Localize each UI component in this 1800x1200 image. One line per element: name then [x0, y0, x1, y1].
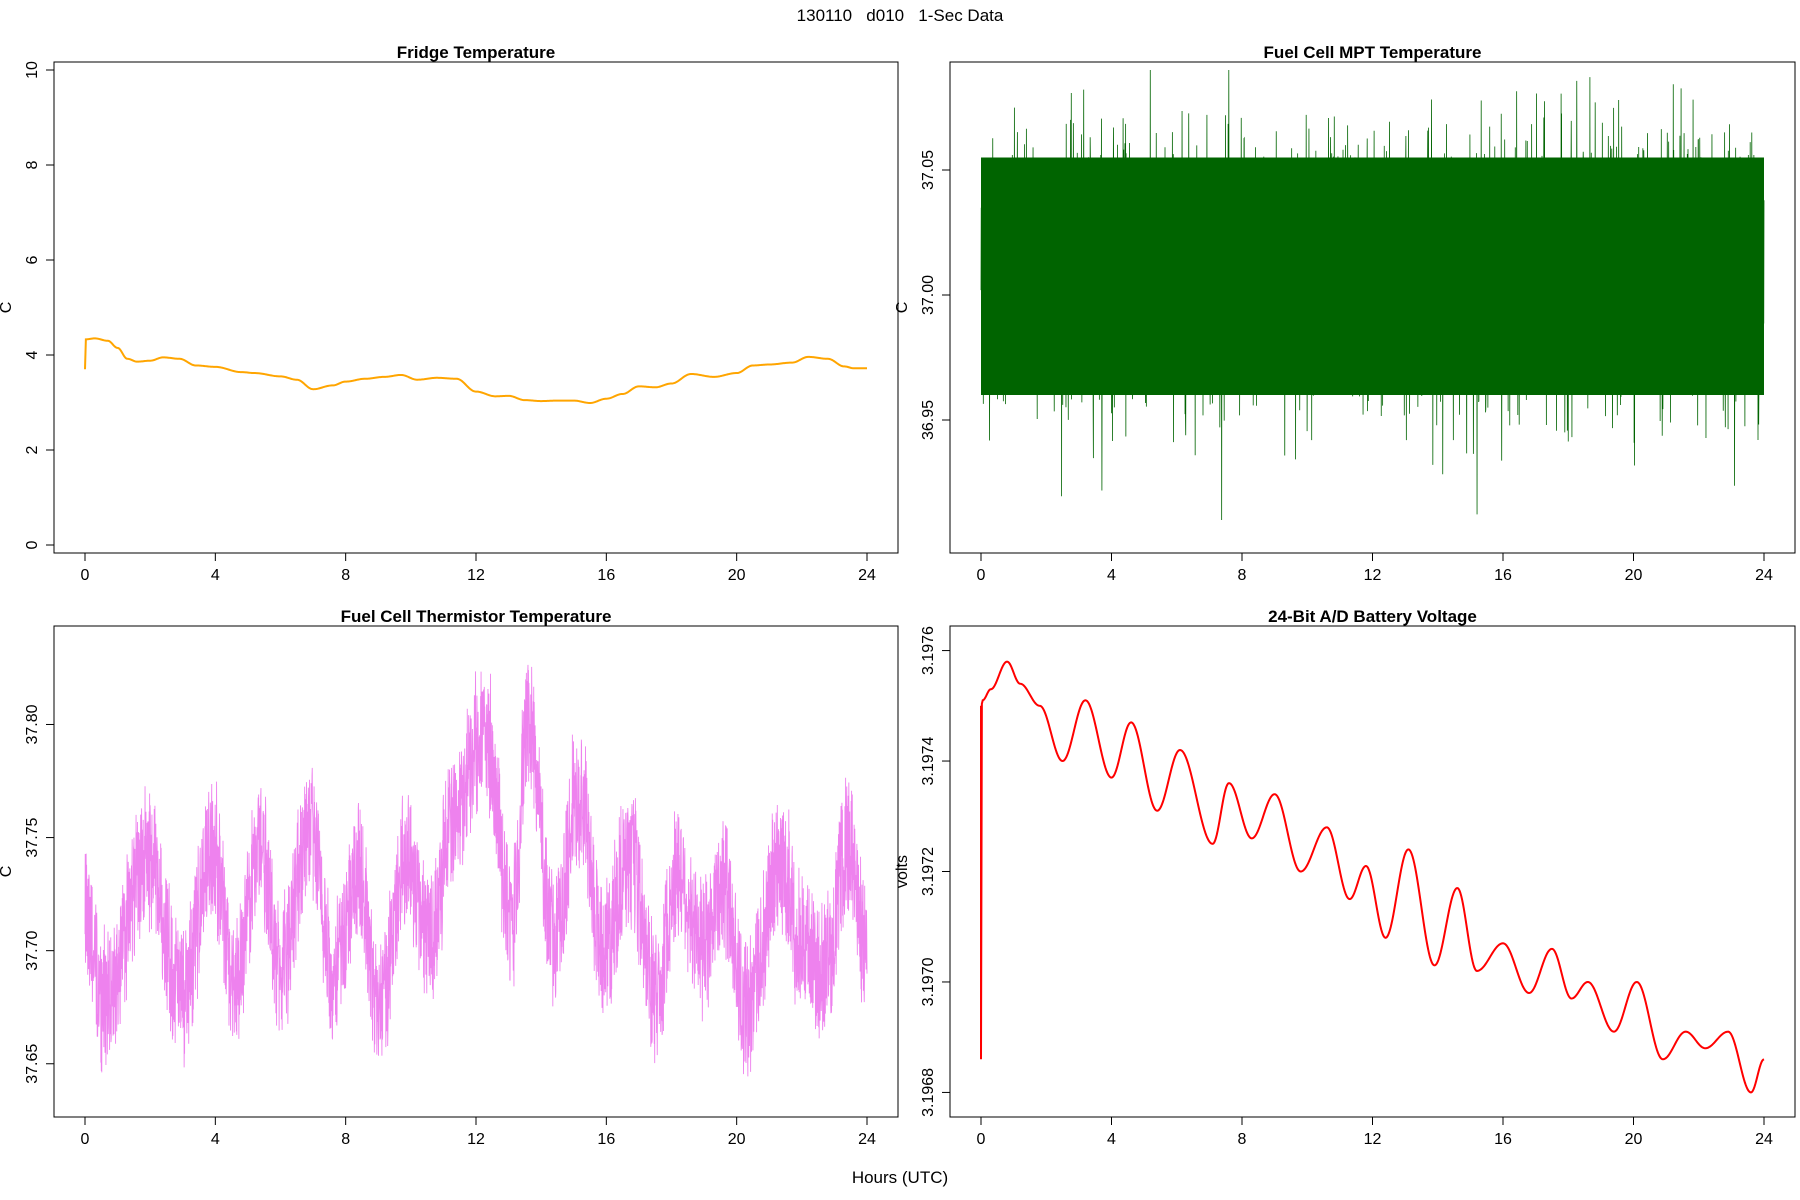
- series-line: [84, 337, 867, 404]
- y-tick-label: 8: [24, 160, 41, 169]
- x-tick-label: 16: [1494, 567, 1512, 584]
- figure-title: 130110 d010 1-Sec Data: [796, 6, 1004, 25]
- x-tick-label: 12: [1364, 567, 1382, 584]
- panel-4: 24-Bit A/D Battery Voltage 0 4 8 12 16 20 24 3.1…: [894, 607, 1796, 1148]
- x-tick-label: 16: [1494, 1131, 1512, 1148]
- y-tick-label: 37.80: [24, 704, 41, 744]
- x-tick-label: 16: [597, 567, 615, 584]
- x-tick-label: 4: [1107, 567, 1116, 584]
- x-tick-label: 0: [977, 567, 986, 584]
- series-line: [84, 664, 868, 1077]
- series-line: [980, 660, 1765, 1094]
- x-tick-label: 20: [728, 1131, 746, 1148]
- y-tick-label: 3.1976: [920, 626, 937, 675]
- y-tick-label: 37.70: [24, 931, 41, 971]
- x-tick-label: 20: [1625, 1131, 1643, 1148]
- x-tick-label: 8: [1238, 1131, 1247, 1148]
- x-tick-label: 12: [467, 1131, 485, 1148]
- x-tick-label: 20: [1625, 567, 1643, 584]
- y-tick-label: 3.1974: [920, 736, 937, 785]
- plot-frame: [949, 625, 1796, 1118]
- x-tick-label: 0: [81, 567, 90, 584]
- y-axis-label: C: [894, 302, 911, 314]
- x-tick-label: 0: [977, 1131, 986, 1148]
- x-tick-label: 24: [1755, 567, 1773, 584]
- y-tick-label: 37.00: [920, 275, 937, 315]
- series-1: [84, 337, 867, 404]
- y-tick-label: 3.1968: [920, 1068, 937, 1117]
- y-axis-label: volts: [894, 855, 911, 888]
- panel-1: Fridge Temperature048121620240246810C: [0, 43, 899, 584]
- plot-frame: [53, 61, 899, 554]
- x-tick-label: 16: [597, 1131, 615, 1148]
- x-tick-label: 0: [81, 1131, 90, 1148]
- x-axis-label: Hours (UTC): [851, 1168, 949, 1187]
- x-tick-label: 24: [858, 1131, 876, 1148]
- y-tick-label: 4: [24, 350, 41, 359]
- y-tick-label: 3.1970: [920, 957, 937, 1006]
- x-tick-label: 4: [211, 567, 220, 584]
- y-tick-label: 37.75: [24, 817, 41, 857]
- x-tick-label: 8: [1238, 567, 1247, 584]
- panel-title: Fuel Cell Thermistor Temperature: [341, 607, 612, 626]
- y-tick-label: 36.95: [920, 400, 937, 440]
- y-tick-label: 10: [24, 61, 41, 79]
- series-3: [84, 664, 868, 1077]
- panel-2: Fuel Cell MPT Temperature 0 4 8 12 16 20 24 36.9…: [894, 43, 1796, 584]
- x-tick-label: 12: [1364, 1131, 1382, 1148]
- x-tick-label: 24: [1755, 1131, 1773, 1148]
- panel-title: Fuel Cell MPT Temperature: [1264, 43, 1482, 62]
- y-tick-label: 0: [24, 540, 41, 549]
- x-tick-label: 8: [341, 1131, 350, 1148]
- panel-title: 24-Bit A/D Battery Voltage: [1268, 607, 1477, 626]
- y-tick-label: 37.05: [920, 150, 937, 190]
- y-tick-label: 2: [24, 445, 41, 454]
- panel-title: Fridge Temperature: [397, 43, 555, 62]
- series-band: [981, 157, 1764, 395]
- x-tick-label: 8: [341, 567, 350, 584]
- x-tick-label: 24: [858, 567, 876, 584]
- y-tick-label: 37.65: [24, 1044, 41, 1084]
- series-4: [980, 660, 1765, 1094]
- x-tick-label: 20: [728, 567, 746, 584]
- x-tick-label: 12: [467, 567, 485, 584]
- y-axis-label: C: [0, 302, 15, 314]
- x-tick-label: 4: [211, 1131, 220, 1148]
- y-tick-label: 3.1972: [920, 847, 937, 896]
- panel-3: Fuel Cell Thermistor Temperature 0 4 8 12 16 2…: [0, 607, 899, 1148]
- series-2: [980, 69, 1765, 521]
- x-tick-label: 4: [1107, 1131, 1116, 1148]
- y-axis-label: C: [0, 866, 15, 878]
- y-tick-label: 6: [24, 255, 41, 264]
